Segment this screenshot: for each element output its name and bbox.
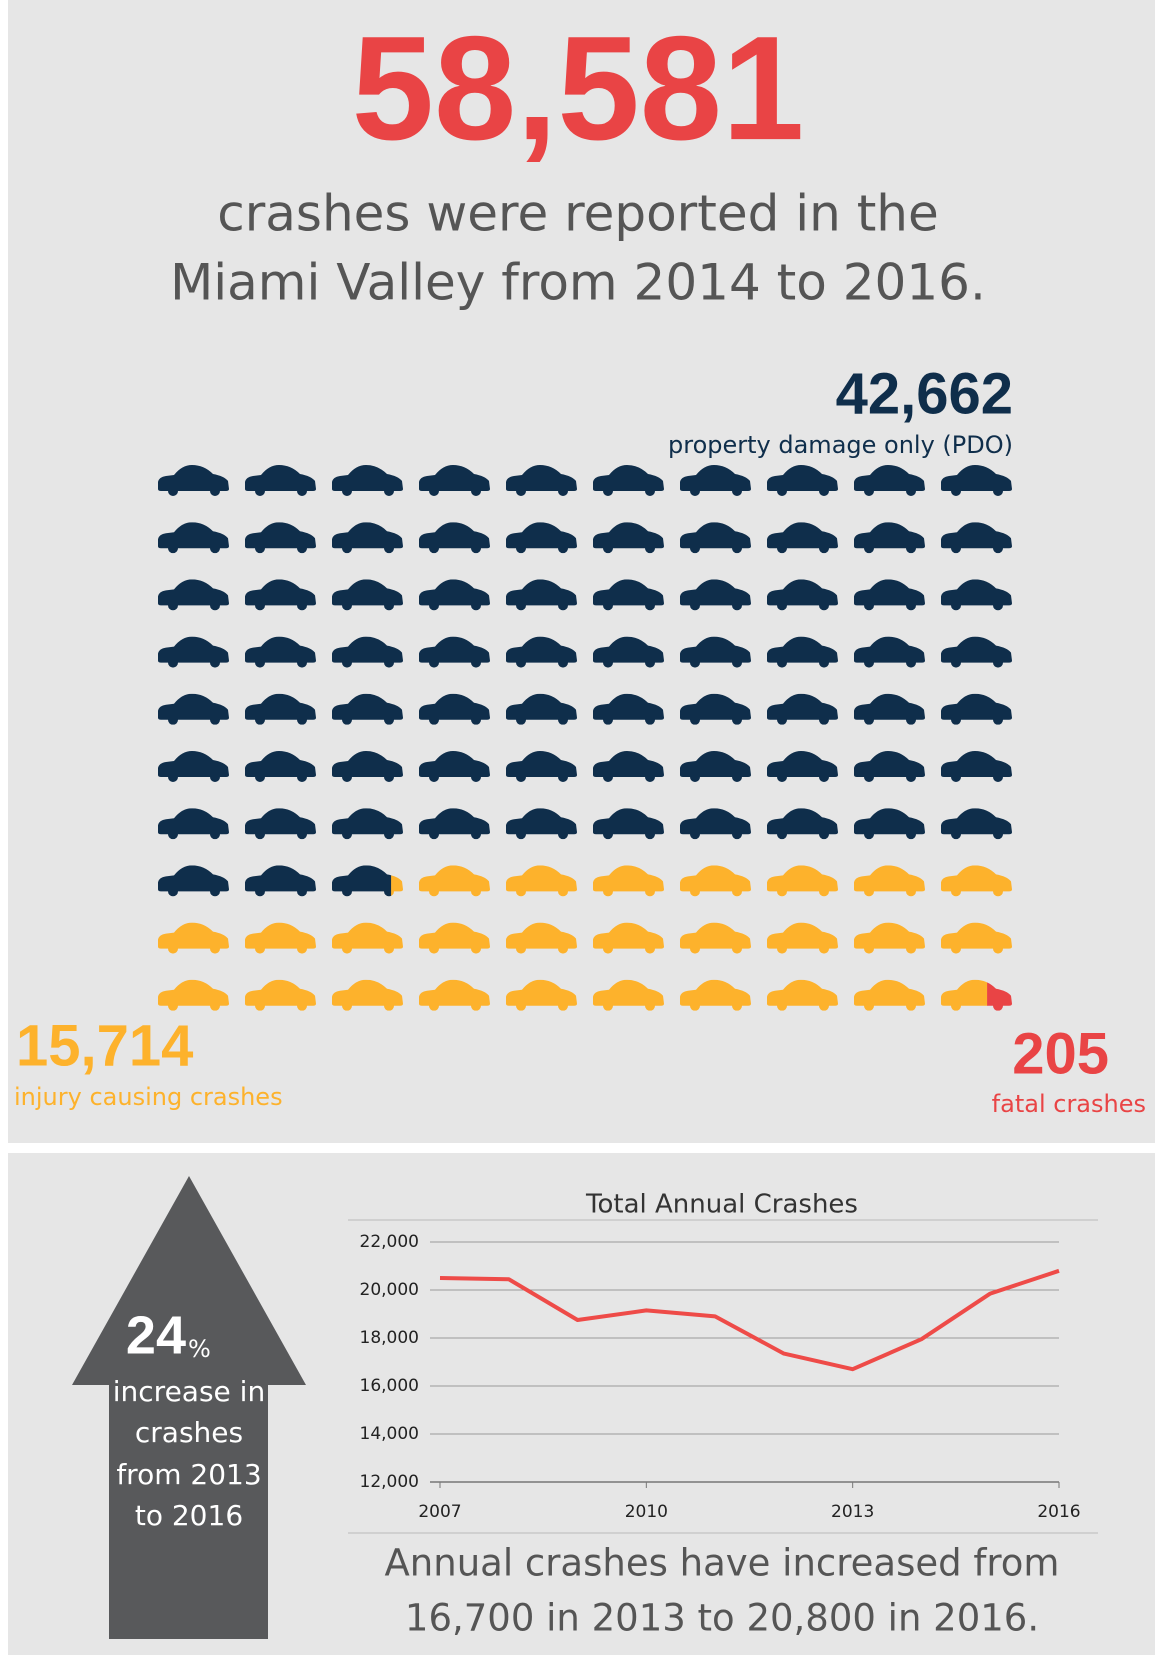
callout-text: crashes xyxy=(135,1416,243,1449)
fatal-number: 205 xyxy=(1012,1021,1109,1086)
arrow xyxy=(72,1176,306,1639)
headline-number: 58,581 xyxy=(352,6,805,171)
y-tick-label: 16,000 xyxy=(360,1376,419,1396)
car-segment xyxy=(391,865,403,897)
top-panel xyxy=(8,0,1155,1143)
x-tick-label: 2013 xyxy=(831,1502,874,1522)
y-tick-label: 18,000 xyxy=(360,1328,419,1348)
x-tick-label: 2016 xyxy=(1037,1502,1080,1522)
pdo-label: property damage only (PDO) xyxy=(668,431,1013,459)
y-tick-label: 22,000 xyxy=(360,1232,419,1252)
caption: 16,700 in 2013 to 20,800 in 2016. xyxy=(405,1597,1039,1640)
y-tick-label: 20,000 xyxy=(360,1280,419,1300)
pdo-number: 42,662 xyxy=(836,361,1013,426)
y-tick-label: 14,000 xyxy=(360,1424,419,1444)
y-tick-label: 12,000 xyxy=(360,1472,419,1492)
callout-number: 24 xyxy=(126,1305,186,1365)
fatal-label: fatal crashes xyxy=(992,1090,1146,1118)
callout-text: to 2016 xyxy=(135,1499,243,1532)
callout-unit: % xyxy=(188,1335,211,1363)
callout-text: increase in xyxy=(113,1375,265,1408)
callout-text: from 2013 xyxy=(116,1458,261,1491)
caption: Annual crashes have increased from xyxy=(385,1542,1060,1585)
headline-text: crashes were reported in the xyxy=(217,185,939,243)
x-tick-label: 2007 xyxy=(418,1502,461,1522)
car-icon xyxy=(332,865,403,897)
headline-text: Miami Valley from 2014 to 2016. xyxy=(170,254,986,312)
injury-number: 15,714 xyxy=(16,1013,193,1078)
x-tick-label: 2010 xyxy=(625,1502,668,1522)
injury-label: injury causing crashes xyxy=(14,1083,283,1111)
line-series xyxy=(439,1268,1060,1372)
chart-title: Total Annual Crashes xyxy=(585,1190,858,1220)
